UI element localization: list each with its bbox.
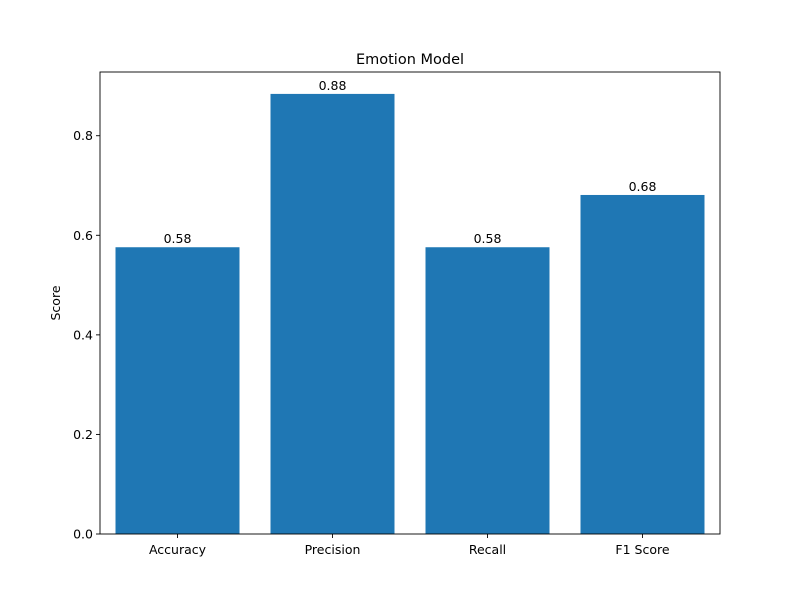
plot-area: 0.58 Accuracy 0.88 Precision 0.58 Recall 0.68 F… — [73, 71, 721, 557]
bar — [425, 247, 550, 535]
chart-title: Emotion Model — [356, 52, 464, 68]
bar — [580, 194, 705, 534]
y-tick-label: 0.0 — [73, 527, 93, 542]
data-label: 0.58 — [474, 231, 502, 246]
data-label: 0.58 — [164, 231, 192, 246]
x-tick-label: Precision — [305, 542, 361, 557]
y-tick-label: 0.4 — [73, 327, 93, 342]
bar — [270, 93, 395, 534]
y-tick-label: 0.8 — [73, 128, 93, 143]
x-tick-label: Recall — [469, 542, 506, 557]
axes-frame — [99, 71, 721, 535]
y-tick-label: 0.6 — [73, 228, 93, 243]
y-tick-label: 0.2 — [73, 427, 93, 442]
data-label: 0.88 — [319, 78, 347, 93]
x-tick-label: F1 Score — [615, 542, 669, 557]
data-label: 0.68 — [629, 179, 657, 194]
y-axis-label: Score — [48, 285, 63, 320]
bar — [115, 247, 240, 535]
x-tick-label: Accuracy — [149, 542, 207, 557]
